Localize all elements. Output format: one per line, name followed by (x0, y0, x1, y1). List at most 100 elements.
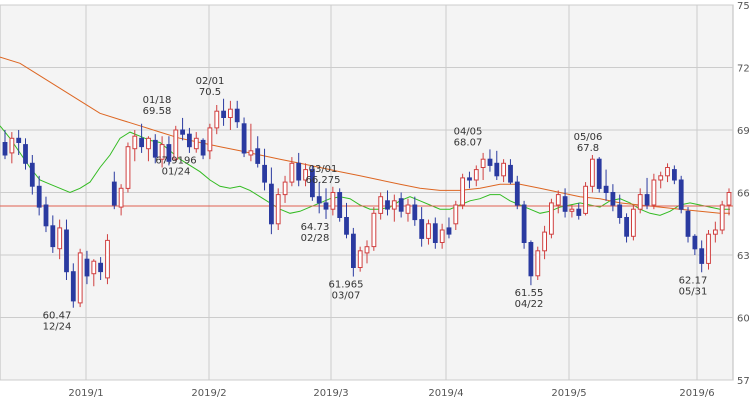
candle-body-down (398, 198, 404, 212)
candle-body-up (9, 137, 15, 154)
candle-body-down (255, 148, 261, 164)
candle (50, 215, 56, 253)
candle (310, 165, 315, 201)
candle-body-down (269, 183, 274, 225)
candle-body-down (678, 179, 684, 210)
candle-body-up (248, 150, 254, 156)
annotation-label: 67.9196 (155, 156, 196, 167)
candle (542, 225, 548, 260)
candle-body-down (43, 204, 49, 227)
candle-body-up (453, 204, 459, 225)
y-axis: 57 60 63 66 69 72 75 (737, 1, 750, 387)
candle (371, 207, 377, 251)
candle (467, 171, 472, 189)
moving-average-line-1 (0, 125, 730, 216)
candle (98, 257, 103, 280)
candle (514, 175, 520, 210)
annotation-label: 67.8 (577, 143, 599, 154)
x-axis: 2019/1 2019/2 2019/3 2019/4 2019/5 2019/6 (68, 388, 714, 399)
candle-body-down (685, 210, 691, 237)
moving-average-line-2 (0, 56, 730, 214)
candle-body-down (16, 137, 22, 144)
candle-body-down (576, 208, 582, 216)
candle (228, 100, 233, 130)
x-tick-label: 2019/6 (679, 388, 714, 399)
candle (590, 155, 595, 193)
candle-body-up (132, 135, 138, 150)
annotation-label: 62.17 (679, 275, 708, 286)
candle (241, 117, 247, 158)
candle-body-down (699, 248, 705, 264)
candle (637, 188, 643, 214)
candle-body-up (405, 204, 411, 214)
annotation-label: 61.965 (329, 280, 364, 291)
candle-body-up (549, 202, 554, 235)
candle-body-down (98, 262, 103, 273)
candle-body-down (23, 144, 28, 164)
candle (146, 136, 151, 162)
candle-body-down (84, 258, 90, 277)
candle-body-up (207, 127, 213, 152)
candle (487, 149, 493, 172)
candle-body-down (692, 235, 698, 250)
candle (624, 213, 630, 243)
candle (583, 182, 589, 216)
annotation-label: 02/28 (301, 233, 330, 244)
candle (64, 219, 69, 280)
candle (398, 192, 404, 218)
candle-body-up (706, 233, 711, 264)
candle (91, 259, 97, 287)
candle (139, 123, 144, 153)
candle (569, 205, 575, 218)
candle (521, 200, 527, 249)
candle-body-down (2, 142, 8, 156)
candle-body-down (187, 133, 192, 148)
candle-body-down (446, 227, 452, 235)
candle (23, 138, 28, 170)
annotation-label: 04/05 (454, 126, 483, 137)
candle (29, 155, 35, 195)
candle (43, 196, 49, 233)
candle-body-down (50, 225, 56, 248)
annotation-label: 70.5 (199, 87, 221, 98)
candle-body-up (275, 194, 281, 225)
x-tick-label: 2019/1 (68, 388, 103, 399)
candle (200, 138, 206, 160)
candle-body-down (323, 202, 329, 210)
candle (173, 125, 179, 162)
candle (16, 130, 22, 155)
candle-body-up (371, 212, 377, 248)
candle-body-up (542, 231, 548, 252)
candle-body-down (487, 158, 493, 166)
candle-body-up (426, 223, 431, 239)
candle (357, 246, 363, 272)
candle-body-up (282, 181, 288, 196)
candle-body-up (719, 204, 725, 231)
candle (719, 200, 725, 235)
candle (289, 157, 295, 187)
candle (644, 177, 650, 210)
x-tick-label: 2019/2 (191, 388, 226, 399)
candle-body-down (617, 204, 623, 218)
y-tick-label: 72 (737, 64, 750, 75)
candle-body-up (173, 129, 179, 160)
candle-body-up (439, 229, 445, 243)
candle (207, 123, 213, 160)
candle-body-down (296, 162, 302, 181)
candle (77, 248, 83, 308)
candle-body-down (139, 137, 144, 148)
candle (57, 219, 63, 260)
candle (255, 136, 261, 168)
y-tick-label: 75 (737, 1, 750, 12)
candle (678, 175, 684, 214)
candle-body-down (624, 217, 630, 237)
annotation-label: 68.07 (454, 137, 483, 148)
candle-body-up (228, 108, 233, 118)
annotation-label: 05/31 (679, 286, 708, 297)
candle (2, 130, 8, 160)
annotation-label: 03/07 (332, 291, 361, 302)
candle (111, 171, 117, 210)
candle (344, 202, 349, 239)
annotation-label: 12/24 (43, 322, 72, 333)
